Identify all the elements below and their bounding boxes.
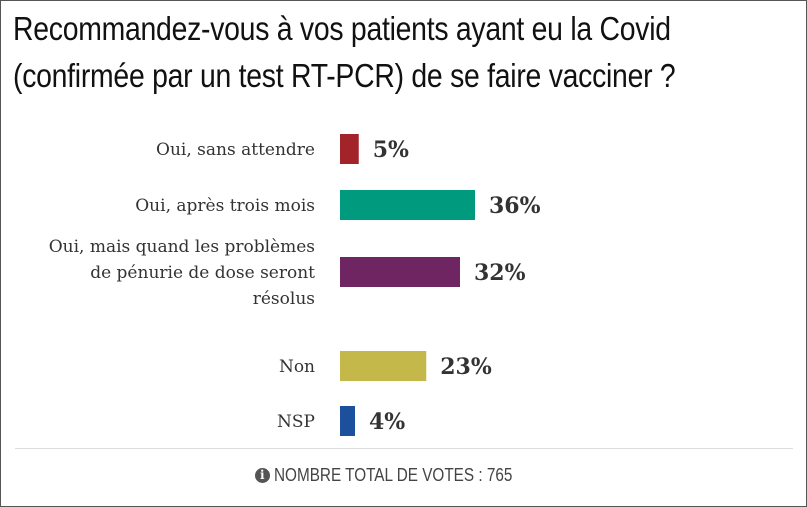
bar-value-label: 5%: [373, 137, 409, 163]
bar-2: [340, 190, 475, 220]
vote-total-footer: i NOMBRE TOTAL DE VOTES : 765: [1, 465, 807, 486]
footer-divider: [15, 448, 793, 449]
bar-value-label: 23%: [440, 354, 492, 380]
category-label: Oui, mais quand les problèmes: [49, 237, 315, 257]
category-label: Oui, après trois mois: [135, 196, 315, 216]
bar-value-label: 32%: [474, 260, 526, 286]
vote-total-label: NOMBRE TOTAL DE VOTES : 765: [273, 465, 513, 485]
info-circle-icon: i: [254, 468, 270, 483]
bar-5: [340, 406, 355, 436]
category-label: résolus: [253, 289, 315, 309]
chart-title: Recommandez-vous à vos patients ayant eu…: [13, 5, 684, 99]
poll-bar-chart: 5% Oui, sans attendre 36% Oui, après trois …: [49, 134, 541, 436]
category-label: NSP: [277, 412, 315, 432]
bar-3: [340, 257, 460, 287]
chart-title-line: (confirmée par un test RT-PCR) de se fai…: [13, 57, 676, 94]
bar-value-label: 36%: [489, 193, 541, 219]
bar-4: [340, 351, 427, 381]
bar-1: [340, 134, 359, 164]
category-label: de pénurie de dose seront: [90, 263, 315, 283]
chart-title-line: Recommandez-vous à vos patients ayant eu…: [13, 10, 671, 47]
category-label: Oui, sans attendre: [156, 140, 315, 160]
category-label: Non: [279, 357, 315, 377]
bar-value-label: 4%: [369, 409, 405, 435]
